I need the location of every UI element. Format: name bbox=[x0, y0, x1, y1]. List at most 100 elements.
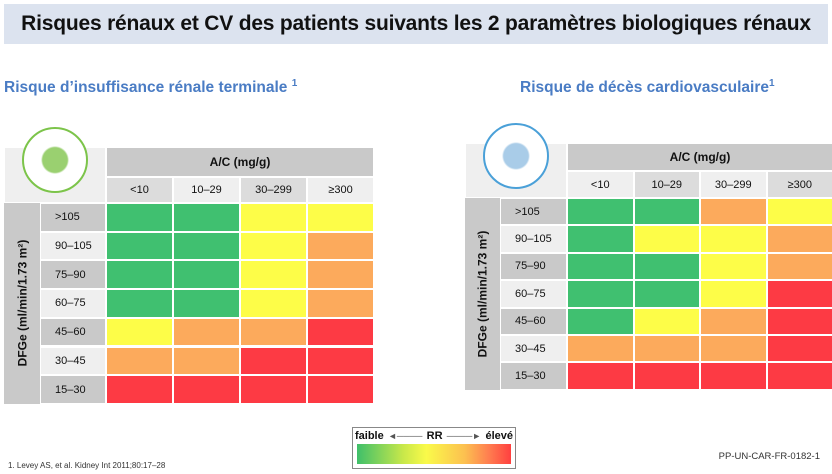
row-header: 75–90 bbox=[40, 260, 106, 290]
heatmap-cell bbox=[700, 335, 767, 363]
row-header: 45–60 bbox=[40, 317, 106, 347]
column-header: ≥300 bbox=[766, 171, 832, 198]
heatmap-cell bbox=[766, 280, 832, 308]
y-axis-label-text: DFGe (ml/min/1.73 m²) bbox=[15, 240, 30, 367]
left-subtitle-text: Risque d’insuffisance rénale terminale bbox=[4, 79, 288, 97]
heatmap-cell bbox=[700, 225, 767, 253]
legend-high: élevé bbox=[485, 430, 513, 442]
slide-title: Risques rénaux et CV des patients suivan… bbox=[4, 4, 828, 44]
heatmap-cell bbox=[633, 362, 700, 390]
heatmap-cell bbox=[307, 203, 374, 232]
heatmap-cell bbox=[766, 198, 832, 226]
heatmap-cell bbox=[173, 346, 240, 376]
heatmap-cell bbox=[766, 252, 832, 281]
heatmap-cell bbox=[173, 231, 240, 261]
x-axis-label: A/C (mg/g) bbox=[106, 147, 374, 177]
heatmap-cell bbox=[106, 260, 173, 290]
row-header: 30–45 bbox=[500, 335, 567, 363]
row-header: 90–105 bbox=[40, 231, 106, 261]
heatmap-cell bbox=[240, 231, 307, 261]
legend-low: faible bbox=[355, 430, 384, 442]
heatmap-cell bbox=[700, 198, 767, 226]
heatmap-cell bbox=[307, 231, 374, 261]
right-subtitle-sup: 1 bbox=[768, 78, 775, 89]
y-axis-label: DFGe (ml/min/1.73 m²) bbox=[465, 198, 500, 390]
heatmap-cell bbox=[240, 260, 307, 290]
heatmap-cell bbox=[766, 307, 832, 335]
column-header: 10–29 bbox=[633, 171, 700, 198]
heatmap-cell bbox=[567, 307, 634, 335]
heatmap-cell bbox=[106, 317, 173, 347]
heatmap-cell bbox=[567, 280, 634, 308]
heatmap-cell bbox=[633, 252, 700, 281]
column-header: 30–299 bbox=[240, 177, 307, 203]
row-header: 60–75 bbox=[40, 289, 106, 318]
heatmap-cell bbox=[633, 307, 700, 335]
heatmap-cell bbox=[766, 335, 832, 363]
heatmap-cell bbox=[567, 252, 634, 281]
heatmap-cell bbox=[766, 362, 832, 390]
heatmap-cell bbox=[700, 362, 767, 390]
heatmap-cell bbox=[700, 307, 767, 335]
column-header: <10 bbox=[567, 171, 634, 198]
y-axis-label: DFGe (ml/min/1.73 m²) bbox=[4, 203, 40, 404]
heart-icon bbox=[483, 123, 549, 189]
heatmap-cell bbox=[106, 289, 173, 318]
heatmap-cell bbox=[633, 198, 700, 226]
heatmap-cell bbox=[567, 225, 634, 253]
y-axis-label-text: DFGe (ml/min/1.73 m²) bbox=[475, 230, 490, 358]
heatmap-cell bbox=[633, 225, 700, 253]
kidney-icon bbox=[22, 127, 88, 193]
heatmap-cell bbox=[240, 375, 307, 404]
heatmap-cell bbox=[240, 346, 307, 376]
heatmap-cell bbox=[106, 231, 173, 261]
heatmap-cell bbox=[567, 198, 634, 226]
heatmap-cell bbox=[173, 289, 240, 318]
row-header: 60–75 bbox=[500, 280, 567, 308]
heatmap-cell bbox=[240, 203, 307, 232]
row-header: 90–105 bbox=[500, 225, 567, 253]
heatmap-cell bbox=[307, 346, 374, 376]
column-header: ≥300 bbox=[307, 177, 374, 203]
heatmap-cell bbox=[700, 252, 767, 281]
heatmap-cell bbox=[307, 375, 374, 404]
heatmap-cell bbox=[567, 335, 634, 363]
x-axis-label: A/C (mg/g) bbox=[567, 143, 832, 171]
heatmap-cell bbox=[307, 260, 374, 290]
row-header: 15–30 bbox=[40, 375, 106, 404]
heatmap-cell bbox=[106, 346, 173, 376]
heatmap-cell bbox=[173, 203, 240, 232]
heatmap-cell bbox=[567, 362, 634, 390]
heatmap-cell bbox=[307, 317, 374, 347]
heatmap-cell bbox=[766, 225, 832, 253]
heatmap-cell bbox=[700, 280, 767, 308]
row-header: 15–30 bbox=[500, 362, 567, 390]
heatmap-cell bbox=[633, 280, 700, 308]
right-subtitle-text: Risque de décès cardiovasculaire bbox=[520, 79, 769, 97]
column-header: 10–29 bbox=[173, 177, 240, 203]
row-header: >105 bbox=[500, 198, 567, 226]
row-header: 75–90 bbox=[500, 252, 567, 281]
reference: 1. Levey AS, et al. Kidney Int 2011;80:1… bbox=[8, 461, 166, 470]
heatmap-cell bbox=[240, 289, 307, 318]
column-header: 30–299 bbox=[700, 171, 767, 198]
document-code: PP-UN-CAR-FR-0182-1 bbox=[718, 451, 820, 462]
arrow-right-icon: ────► bbox=[446, 431, 482, 441]
heatmap-cell bbox=[106, 375, 173, 404]
heatmap-cell bbox=[173, 317, 240, 347]
left-subtitle-sup: 1 bbox=[291, 78, 298, 89]
left-subtitle: Risque d’insuffisance rénale terminale 1 bbox=[4, 78, 297, 97]
legend-gradient-bar bbox=[357, 444, 511, 464]
heatmap-cell bbox=[173, 375, 240, 404]
row-header: 30–45 bbox=[40, 346, 106, 376]
heatmap-cell bbox=[633, 335, 700, 363]
legend-mid: RR bbox=[426, 430, 443, 442]
risk-legend: faible ◄──── RR ────► élevé bbox=[352, 427, 516, 469]
heatmap-cell bbox=[106, 203, 173, 232]
row-header: >105 bbox=[40, 203, 106, 232]
right-subtitle: Risque de décès cardiovasculaire1 bbox=[520, 78, 775, 97]
row-header: 45–60 bbox=[500, 307, 567, 335]
column-header: <10 bbox=[106, 177, 173, 203]
arrow-left-icon: ◄──── bbox=[387, 431, 423, 441]
heatmap-cell bbox=[173, 260, 240, 290]
